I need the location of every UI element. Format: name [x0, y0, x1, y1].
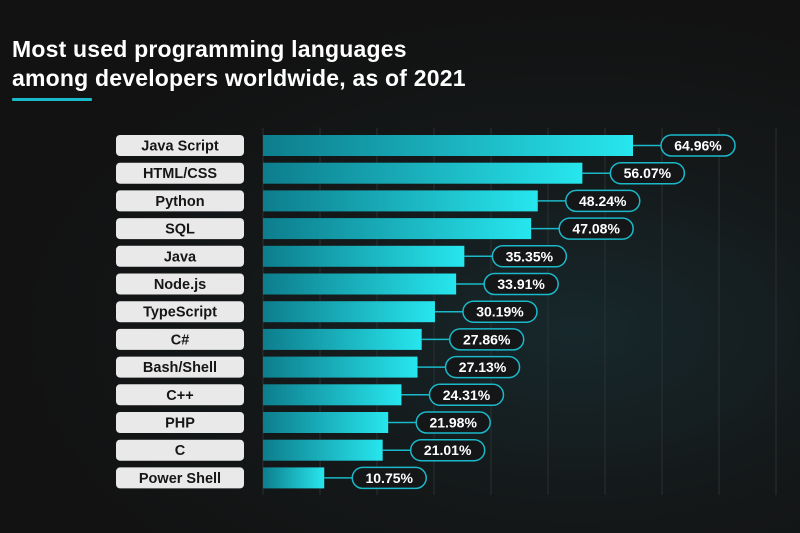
value-label: 21.01% [409, 438, 486, 462]
bar [263, 328, 422, 350]
value-label-text: 33.91% [497, 276, 545, 292]
category-label: TypeScript [116, 301, 244, 323]
category-label-text: Java Script [141, 139, 219, 155]
category-label-text: C# [171, 332, 190, 348]
value-label-pill [609, 161, 686, 185]
category-label-text: Bash/Shell [143, 360, 217, 376]
bar [263, 218, 532, 240]
category-label-text: HTML/CSS [143, 166, 217, 182]
category-label-text: Power Shell [139, 471, 221, 487]
category-label-text: C++ [166, 388, 193, 404]
category-label-box [116, 135, 244, 156]
value-label: 33.91% [483, 272, 559, 296]
category-label-box [116, 190, 244, 212]
value-label: 48.24% [565, 189, 641, 213]
category-label-text: C [175, 443, 186, 459]
category-label: Bash/Shell [116, 356, 244, 378]
category-label-box [116, 245, 244, 267]
category-label-box [116, 273, 244, 295]
value-label: 47.08% [558, 217, 634, 240]
value-label: 35.35% [491, 245, 568, 268]
bar [263, 245, 465, 267]
category-label: C [116, 439, 244, 461]
category-label-box [116, 356, 244, 378]
category-label-box [116, 301, 244, 323]
value-label: 27.86% [448, 328, 525, 351]
value-label-text: 27.13% [459, 359, 507, 375]
category-label: HTML/CSS [116, 162, 244, 184]
bar [263, 301, 435, 323]
value-label-text: 35.35% [506, 248, 554, 264]
value-label-pill [565, 189, 641, 213]
value-label: 24.31% [428, 383, 505, 407]
value-label-pill [351, 466, 427, 490]
value-label-text: 24.31% [443, 387, 491, 403]
category-label-box [116, 384, 244, 406]
chart-title-line-1: Most used programming languages [12, 36, 407, 62]
value-label-pill [660, 134, 736, 157]
value-label-pill [428, 383, 505, 407]
category-label-text: SQL [165, 222, 195, 238]
value-label: 56.07% [609, 161, 686, 185]
category-label-box [116, 412, 244, 433]
value-label-text: 64.96% [674, 138, 722, 154]
category-label: C# [116, 328, 244, 350]
category-label-text: TypeScript [143, 305, 217, 321]
value-label-pill [444, 355, 521, 379]
category-label-text: Node.js [154, 277, 206, 293]
category-label-text: Python [155, 194, 204, 210]
value-label-text: 27.86% [463, 331, 511, 347]
value-label-text: 30.19% [476, 304, 524, 320]
category-label: C++ [116, 384, 244, 406]
category-label-text: Java [164, 249, 197, 265]
category-label-box [116, 439, 244, 461]
category-label: Python [116, 190, 244, 212]
value-label-text: 47.08% [572, 221, 620, 237]
value-label-text: 56.07% [624, 165, 672, 181]
value-label-pill [462, 300, 538, 323]
value-label-pill [448, 328, 525, 351]
bar [263, 190, 538, 212]
category-label-box [116, 162, 244, 184]
category-label-box [116, 218, 244, 240]
category-label-box [116, 328, 244, 350]
category-label: Power Shell [116, 467, 244, 489]
title-underline [12, 98, 92, 101]
value-label: 21.98% [415, 411, 491, 434]
value-label-pill [415, 411, 491, 434]
category-label-text: PHP [165, 416, 195, 432]
value-label: 27.13% [444, 355, 521, 379]
value-label-pill [409, 438, 486, 462]
category-label: Java [116, 245, 244, 267]
value-label-text: 21.98% [429, 415, 477, 431]
value-label-text: 48.24% [579, 193, 627, 209]
category-label: Node.js [116, 273, 244, 295]
value-label-text: 10.75% [365, 470, 413, 486]
category-label: SQL [116, 218, 244, 240]
bar [263, 135, 633, 156]
category-label: PHP [116, 412, 244, 433]
bar [263, 412, 389, 433]
value-label-pill [491, 245, 568, 268]
bar [263, 439, 383, 461]
category-label-box [116, 467, 244, 489]
value-label-pill [483, 272, 559, 296]
value-label: 10.75% [351, 466, 427, 490]
value-label: 30.19% [462, 300, 538, 323]
chart-title-line-2: among developers worldwide, as of 2021 [12, 65, 466, 91]
bar [263, 356, 418, 378]
bar [263, 384, 402, 406]
bar [263, 273, 457, 295]
bar [263, 467, 325, 489]
bar [263, 162, 583, 184]
value-label-text: 21.01% [424, 442, 472, 458]
value-label-pill [558, 217, 634, 240]
category-label: Java Script [116, 135, 244, 156]
value-label: 64.96% [660, 134, 736, 157]
